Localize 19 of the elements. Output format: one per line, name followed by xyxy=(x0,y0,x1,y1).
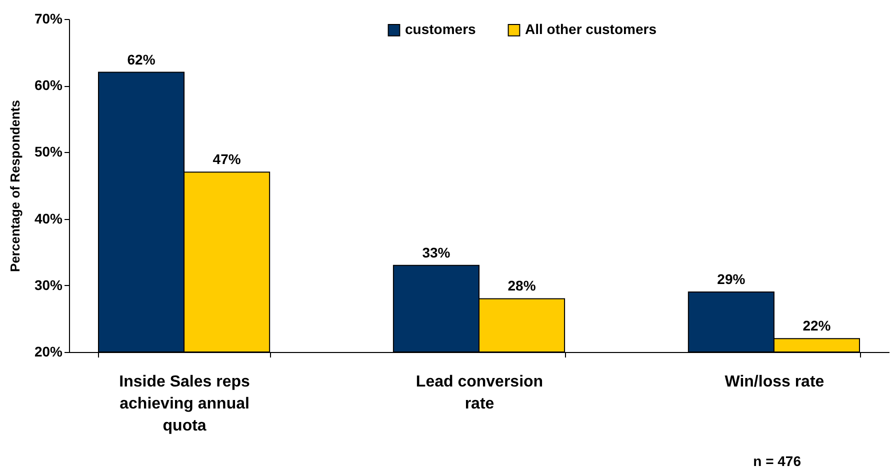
x-tick-label: Lead conversion rate xyxy=(416,374,544,412)
y-tick-label: 30% xyxy=(34,276,64,293)
data-label: 47% xyxy=(212,151,242,168)
y-tick-label: 40% xyxy=(34,210,64,226)
data-label: 33% xyxy=(422,244,451,260)
text: n = 476 xyxy=(753,453,801,469)
x-tick-label: Win/loss rate xyxy=(724,374,824,390)
y-tick-label: 50% xyxy=(34,144,64,160)
legend-label: customers xyxy=(405,21,476,38)
y-tick-label: 20% xyxy=(34,344,64,360)
data-label: 29% xyxy=(717,271,746,288)
legend-label: All other customers xyxy=(525,21,657,38)
y-tick-label: 70% xyxy=(34,10,64,26)
data-label: 28% xyxy=(508,278,536,294)
y-tick-label: 60% xyxy=(34,77,64,94)
y-axis-title: Percentage of Respondents xyxy=(7,100,22,272)
x-tick-label: Inside Sales reps achieving annual quota xyxy=(119,374,250,434)
data-label: 22% xyxy=(802,318,832,334)
data-label: 62% xyxy=(127,51,156,68)
